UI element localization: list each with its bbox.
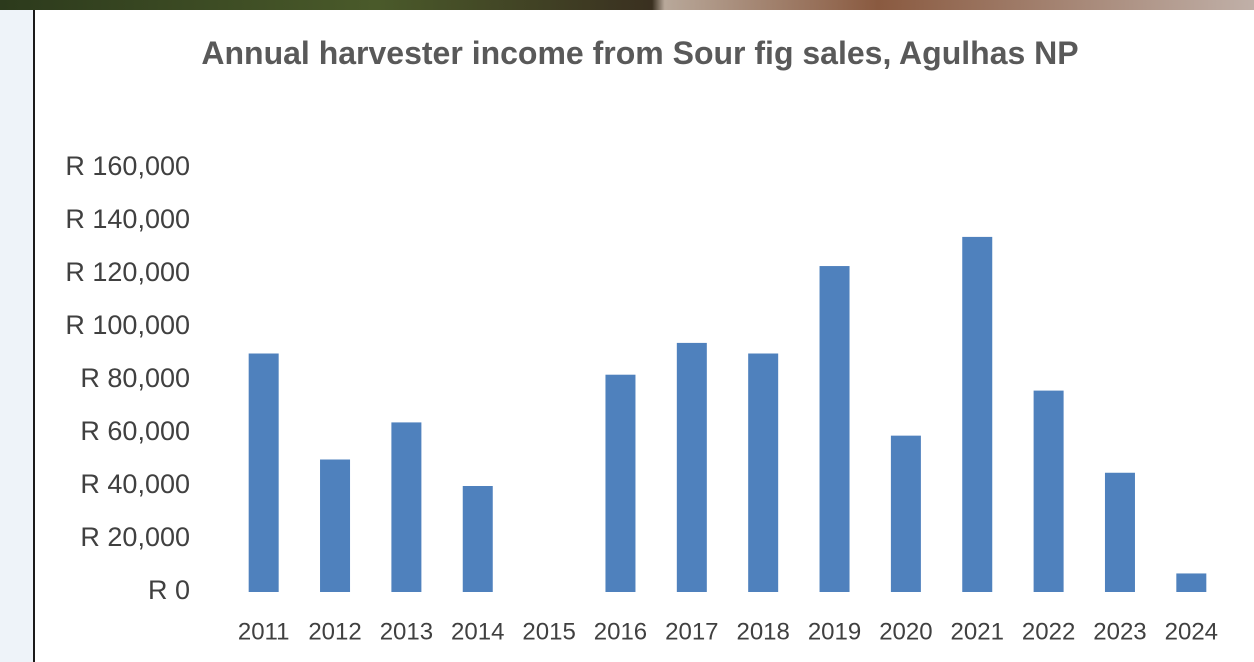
x-tick-label: 2023 bbox=[1093, 618, 1146, 645]
y-tick-label: R 100,000 bbox=[65, 310, 190, 340]
y-tick-label: R 120,000 bbox=[65, 257, 190, 287]
bar bbox=[891, 436, 921, 592]
page: {"chart_data": {"type": "bar", "title": … bbox=[0, 0, 1254, 662]
chart: R 0 R 20,000 R 40,000 R 60,000 R 80,000 R 100… bbox=[0, 0, 1254, 662]
y-tick-label: R 160,000 bbox=[65, 151, 190, 181]
bar bbox=[1034, 391, 1064, 592]
bar bbox=[320, 460, 350, 593]
x-tick-label: 2019 bbox=[808, 618, 861, 645]
y-tick-label: R 0 bbox=[148, 575, 190, 605]
chart-title: Annual harvester income from Sour fig sa… bbox=[150, 30, 1130, 76]
x-tick-label: 2021 bbox=[951, 618, 1004, 645]
bar bbox=[677, 343, 707, 592]
bar bbox=[1105, 473, 1135, 592]
x-tick-label: 2014 bbox=[451, 618, 504, 645]
bar bbox=[605, 375, 635, 592]
x-tick-label: 2020 bbox=[879, 618, 932, 645]
x-tick-label: 2018 bbox=[736, 618, 789, 645]
bar bbox=[1176, 573, 1206, 592]
x-tick-label: 2012 bbox=[308, 618, 361, 645]
x-tick-label: 2013 bbox=[380, 618, 433, 645]
y-tick-label: R 140,000 bbox=[65, 204, 190, 234]
y-tick-label: R 20,000 bbox=[80, 522, 190, 552]
x-tick-label: 2016 bbox=[594, 618, 647, 645]
bar bbox=[820, 266, 850, 592]
bar bbox=[249, 354, 279, 593]
x-tick-label: 2015 bbox=[522, 618, 575, 645]
bar bbox=[463, 486, 493, 592]
x-tick-label: 2024 bbox=[1165, 618, 1218, 645]
y-tick-label: R 60,000 bbox=[80, 416, 190, 446]
bar bbox=[962, 237, 992, 592]
y-tick-label: R 40,000 bbox=[80, 469, 190, 499]
x-tick-label: 2022 bbox=[1022, 618, 1075, 645]
bar bbox=[748, 354, 778, 593]
x-tick-label: 2017 bbox=[665, 618, 718, 645]
bar bbox=[391, 422, 421, 592]
y-tick-label: R 80,000 bbox=[80, 363, 190, 393]
x-tick-label: 2011 bbox=[238, 618, 290, 645]
